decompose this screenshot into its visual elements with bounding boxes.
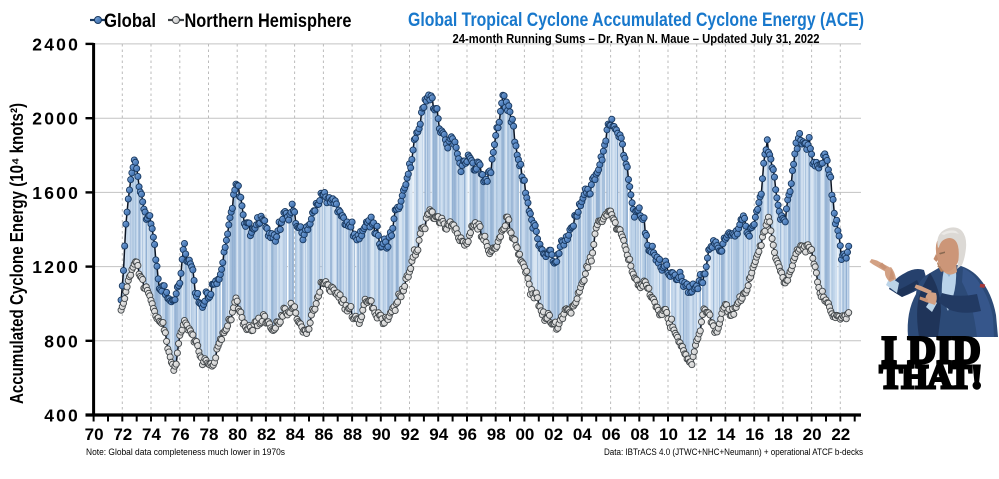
svg-text:02: 02	[544, 425, 563, 444]
svg-text:12: 12	[688, 425, 707, 444]
svg-text:80: 80	[228, 425, 247, 444]
svg-text:1200: 1200	[32, 257, 80, 277]
svg-text:72: 72	[113, 425, 132, 444]
svg-text:Note: Global data completenes: Note: Global data completeness much lowe…	[86, 447, 285, 457]
svg-text:Northern Hemisphere: Northern Hemisphere	[185, 11, 352, 32]
svg-text:76: 76	[171, 425, 190, 444]
svg-text:06: 06	[602, 425, 621, 444]
svg-text:THAT!: THAT!	[880, 359, 983, 396]
svg-text:1600: 1600	[32, 183, 80, 203]
svg-text:2000: 2000	[32, 109, 80, 129]
svg-text:Global: Global	[104, 11, 156, 32]
svg-text:96: 96	[458, 425, 477, 444]
svg-text:Global Tropical Cyclone Accumu: Global Tropical Cyclone Accumulated Cycl…	[408, 10, 864, 31]
svg-text:10: 10	[659, 425, 678, 444]
svg-text:24-month Running Sums – Dr. Ry: 24-month Running Sums – Dr. Ryan N. Maue…	[453, 32, 820, 46]
svg-text:90: 90	[372, 425, 391, 444]
svg-text:20: 20	[803, 425, 822, 444]
svg-text:16: 16	[745, 425, 764, 444]
svg-text:92: 92	[401, 425, 420, 444]
svg-text:84: 84	[286, 425, 305, 444]
svg-text:74: 74	[142, 425, 161, 444]
svg-text:86: 86	[314, 425, 333, 444]
svg-text:94: 94	[429, 425, 448, 444]
svg-text:70: 70	[85, 425, 104, 444]
svg-text:78: 78	[200, 425, 219, 444]
svg-text:00: 00	[515, 425, 534, 444]
svg-text:2400: 2400	[32, 34, 80, 54]
svg-text:Accumulated Cyclone Energy (10: Accumulated Cyclone Energy (10⁴ knots²)	[7, 103, 27, 404]
svg-text:18: 18	[774, 425, 793, 444]
svg-text:400: 400	[44, 406, 80, 426]
svg-text:800: 800	[44, 331, 80, 351]
svg-text:82: 82	[257, 425, 276, 444]
svg-text:88: 88	[343, 425, 362, 444]
svg-text:98: 98	[487, 425, 506, 444]
svg-text:04: 04	[573, 425, 592, 444]
svg-text:14: 14	[716, 425, 735, 444]
svg-text:22: 22	[831, 425, 850, 444]
svg-text:Data: IBTrACS 4.0 (JTWC+NHC+Ne: Data: IBTrACS 4.0 (JTWC+NHC+Neumann) + o…	[604, 447, 863, 457]
svg-text:I DID: I DID	[882, 329, 981, 372]
svg-text:08: 08	[630, 425, 649, 444]
